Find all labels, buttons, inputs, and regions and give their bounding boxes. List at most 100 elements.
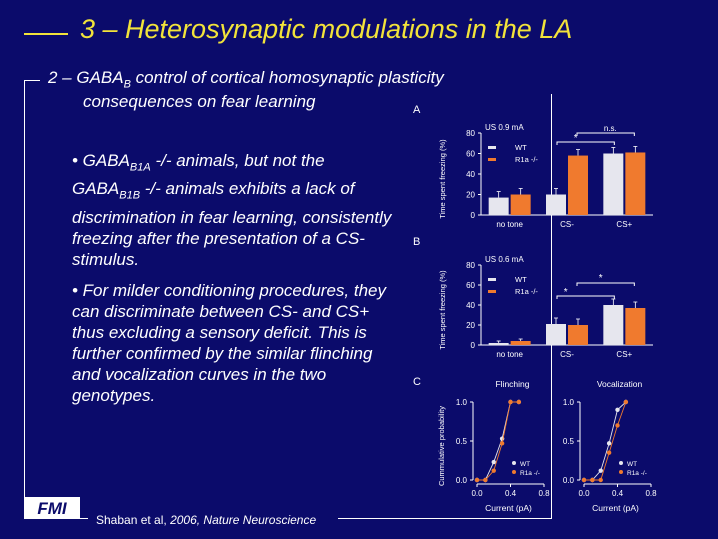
- panel-c-vocalization-x-tick-label: 0.8: [645, 489, 657, 498]
- panel-c-flinching-y-label: Cummulative probability: [437, 406, 446, 486]
- panel-c-flinching-legend-marker: [512, 461, 516, 465]
- panel-a-bar: [625, 152, 646, 215]
- panel-a-bar: [603, 153, 624, 215]
- panel-b-bracket: [576, 282, 635, 286]
- panel-c-vocalization-y-tick-label: 0.0: [563, 476, 575, 485]
- panel-c-vocalization-series-line: [584, 401, 627, 481]
- panel-c-vocalization-legend-label: R1a -/-: [627, 470, 647, 477]
- panel-b-bar: [603, 305, 624, 345]
- panel-a-x-tick-label: no tone: [496, 220, 523, 229]
- panel-c-label: C: [413, 376, 421, 388]
- panel-b-bar: [488, 343, 509, 345]
- panel-c-vocalization-legend-label: WT: [627, 461, 637, 468]
- title-decoration-line: [24, 33, 68, 35]
- panel-c-vocalization-x-tick-label: 0.4: [612, 489, 624, 498]
- panel-a-x-tick-label: CS+: [616, 220, 632, 229]
- panel-c-flinching-x-tick-label: 0.8: [538, 489, 550, 498]
- panel-a-y-tick-label: 40: [466, 170, 475, 179]
- panel-a-legend-swatch: [488, 146, 496, 149]
- panel-c-vocalization-legend-marker: [619, 461, 623, 465]
- panel-c-vocalization-data-point: [623, 399, 629, 405]
- panel-b-y-tick-label: 60: [466, 281, 475, 290]
- panel-c-flinching-x-tick-label: 0.0: [471, 489, 483, 498]
- panel-b-y-tick-label: 20: [466, 321, 475, 330]
- panel-c-vocalization-title: Vocalization: [597, 379, 643, 389]
- panel-b-legend-swatch: [488, 278, 496, 281]
- panel-a-bar: [510, 194, 531, 215]
- panel-c-flinching-legend-marker: [512, 470, 516, 474]
- panel-c-flinching-series-line: [477, 401, 519, 481]
- panel-b-bar: [625, 308, 646, 345]
- panel-a-bracket: [576, 132, 635, 136]
- panel-a-bracket: [556, 141, 615, 145]
- panel-a-bar: [488, 197, 509, 215]
- panel-c-vocalization-data-point: [615, 423, 620, 428]
- panel-b-bracket: [556, 295, 615, 299]
- panel-c-vocalization-series-line: [584, 401, 627, 481]
- section-subtitle-line2: consequences on fear learning: [83, 92, 316, 111]
- panel-b-x-tick-label: no tone: [496, 350, 523, 359]
- panel-c-vocalization-data-point: [590, 477, 595, 483]
- panel-a-sig-label: n.s.: [604, 124, 617, 133]
- panel-b-bar: [510, 341, 531, 345]
- panel-c-vocalization-x-tick-label: 0.0: [578, 489, 590, 498]
- panel-a-legend-swatch: [488, 158, 496, 161]
- panel-b-label: B: [413, 236, 420, 248]
- panel-a-y-tick-label: 80: [466, 129, 475, 138]
- panel-b-y-tick-label: 0: [471, 341, 476, 350]
- fmi-logo: FMI: [24, 497, 80, 519]
- slide-title: 3 – Heterosynaptic modulations in the LA: [80, 14, 573, 44]
- frame-gap-bottom: [88, 510, 338, 526]
- panel-c-vocalization-x-label: Current (pA): [592, 503, 639, 513]
- panel-a-y-label: Time spent freezing (%): [438, 139, 447, 219]
- section-subtitle: 2 – GABAB control of cortical homosynapt…: [48, 68, 444, 91]
- panel-c-flinching-y-tick-label: 0.0: [456, 476, 468, 485]
- panel-c-flinching-data-point: [508, 399, 513, 405]
- panel-c-vocalization-data-point: [606, 441, 612, 446]
- panel-c-flinching-data-point: [516, 399, 522, 405]
- panel-c-flinching-data-point: [491, 468, 496, 473]
- panel-c-flinching-data-point: [474, 477, 480, 483]
- panel-c-vocalization-data-point: [581, 477, 587, 483]
- panel-a-y-tick-label: 60: [466, 150, 475, 159]
- panel-a-condition: US 0.9 mA: [485, 123, 524, 132]
- panel-b-x-tick-label: CS-: [560, 350, 574, 359]
- panel-c-vocalization-y-tick-label: 1.0: [563, 398, 575, 407]
- panel-b-y-tick-label: 40: [466, 301, 475, 310]
- panel-c-flinching-data-point: [491, 459, 496, 465]
- svg-text:FMI: FMI: [37, 499, 68, 518]
- panel-c-vocalization-data-point: [606, 450, 612, 455]
- bullet-item-2: • For milder conditioning procedures, th…: [72, 280, 386, 405]
- panel-b-sig-label: *: [599, 273, 603, 284]
- panel-a-bar: [546, 194, 566, 215]
- panel-a-label: A: [413, 104, 421, 116]
- panel-a-sig-label: *: [574, 133, 578, 144]
- bullet-list: • GABAB1A -/- animals, but not the GABAB…: [72, 150, 392, 416]
- panel-c-flinching-y-tick-label: 1.0: [456, 398, 468, 407]
- bullet-item-1: • GABAB1A -/- animals, but not the GABAB…: [72, 151, 392, 269]
- panel-c-flinching-x-tick-label: 0.4: [505, 489, 517, 498]
- panel-c-vocalization-data-point: [598, 468, 603, 473]
- panel-a-y-tick-label: 0: [471, 211, 476, 220]
- panel-a-legend-label: R1a -/-: [515, 155, 538, 164]
- panel-b-y-tick-label: 80: [466, 261, 475, 270]
- frame-gap-top: [40, 70, 570, 94]
- panel-c-flinching-y-tick-label: 0.5: [456, 437, 468, 446]
- panel-b-legend-label: R1a -/-: [515, 287, 538, 296]
- panel-a-legend-label: WT: [515, 143, 527, 152]
- panel-c-vocalization-legend-marker: [619, 470, 623, 474]
- panel-c-vocalization-y-tick-label: 0.5: [563, 437, 575, 446]
- panel-c-flinching-series-line: [477, 401, 519, 481]
- panel-a-x-tick-label: CS-: [560, 220, 574, 229]
- panel-c-flinching-legend-label: R1a -/-: [520, 470, 540, 477]
- panel-c-flinching-title: Flinching: [495, 379, 529, 389]
- panel-a-y-tick-label: 20: [466, 191, 475, 200]
- panel-a-bar: [568, 155, 588, 215]
- panel-c-vocalization-data-point: [615, 407, 620, 412]
- panel-c-flinching-data-point: [483, 477, 488, 483]
- panel-b-y-label: Time spent freezing (%): [438, 270, 447, 350]
- panel-b-bar: [546, 324, 566, 345]
- panel-b-condition: US 0.6 mA: [485, 255, 524, 264]
- panel-c-flinching-x-label: Current (pA): [485, 503, 532, 513]
